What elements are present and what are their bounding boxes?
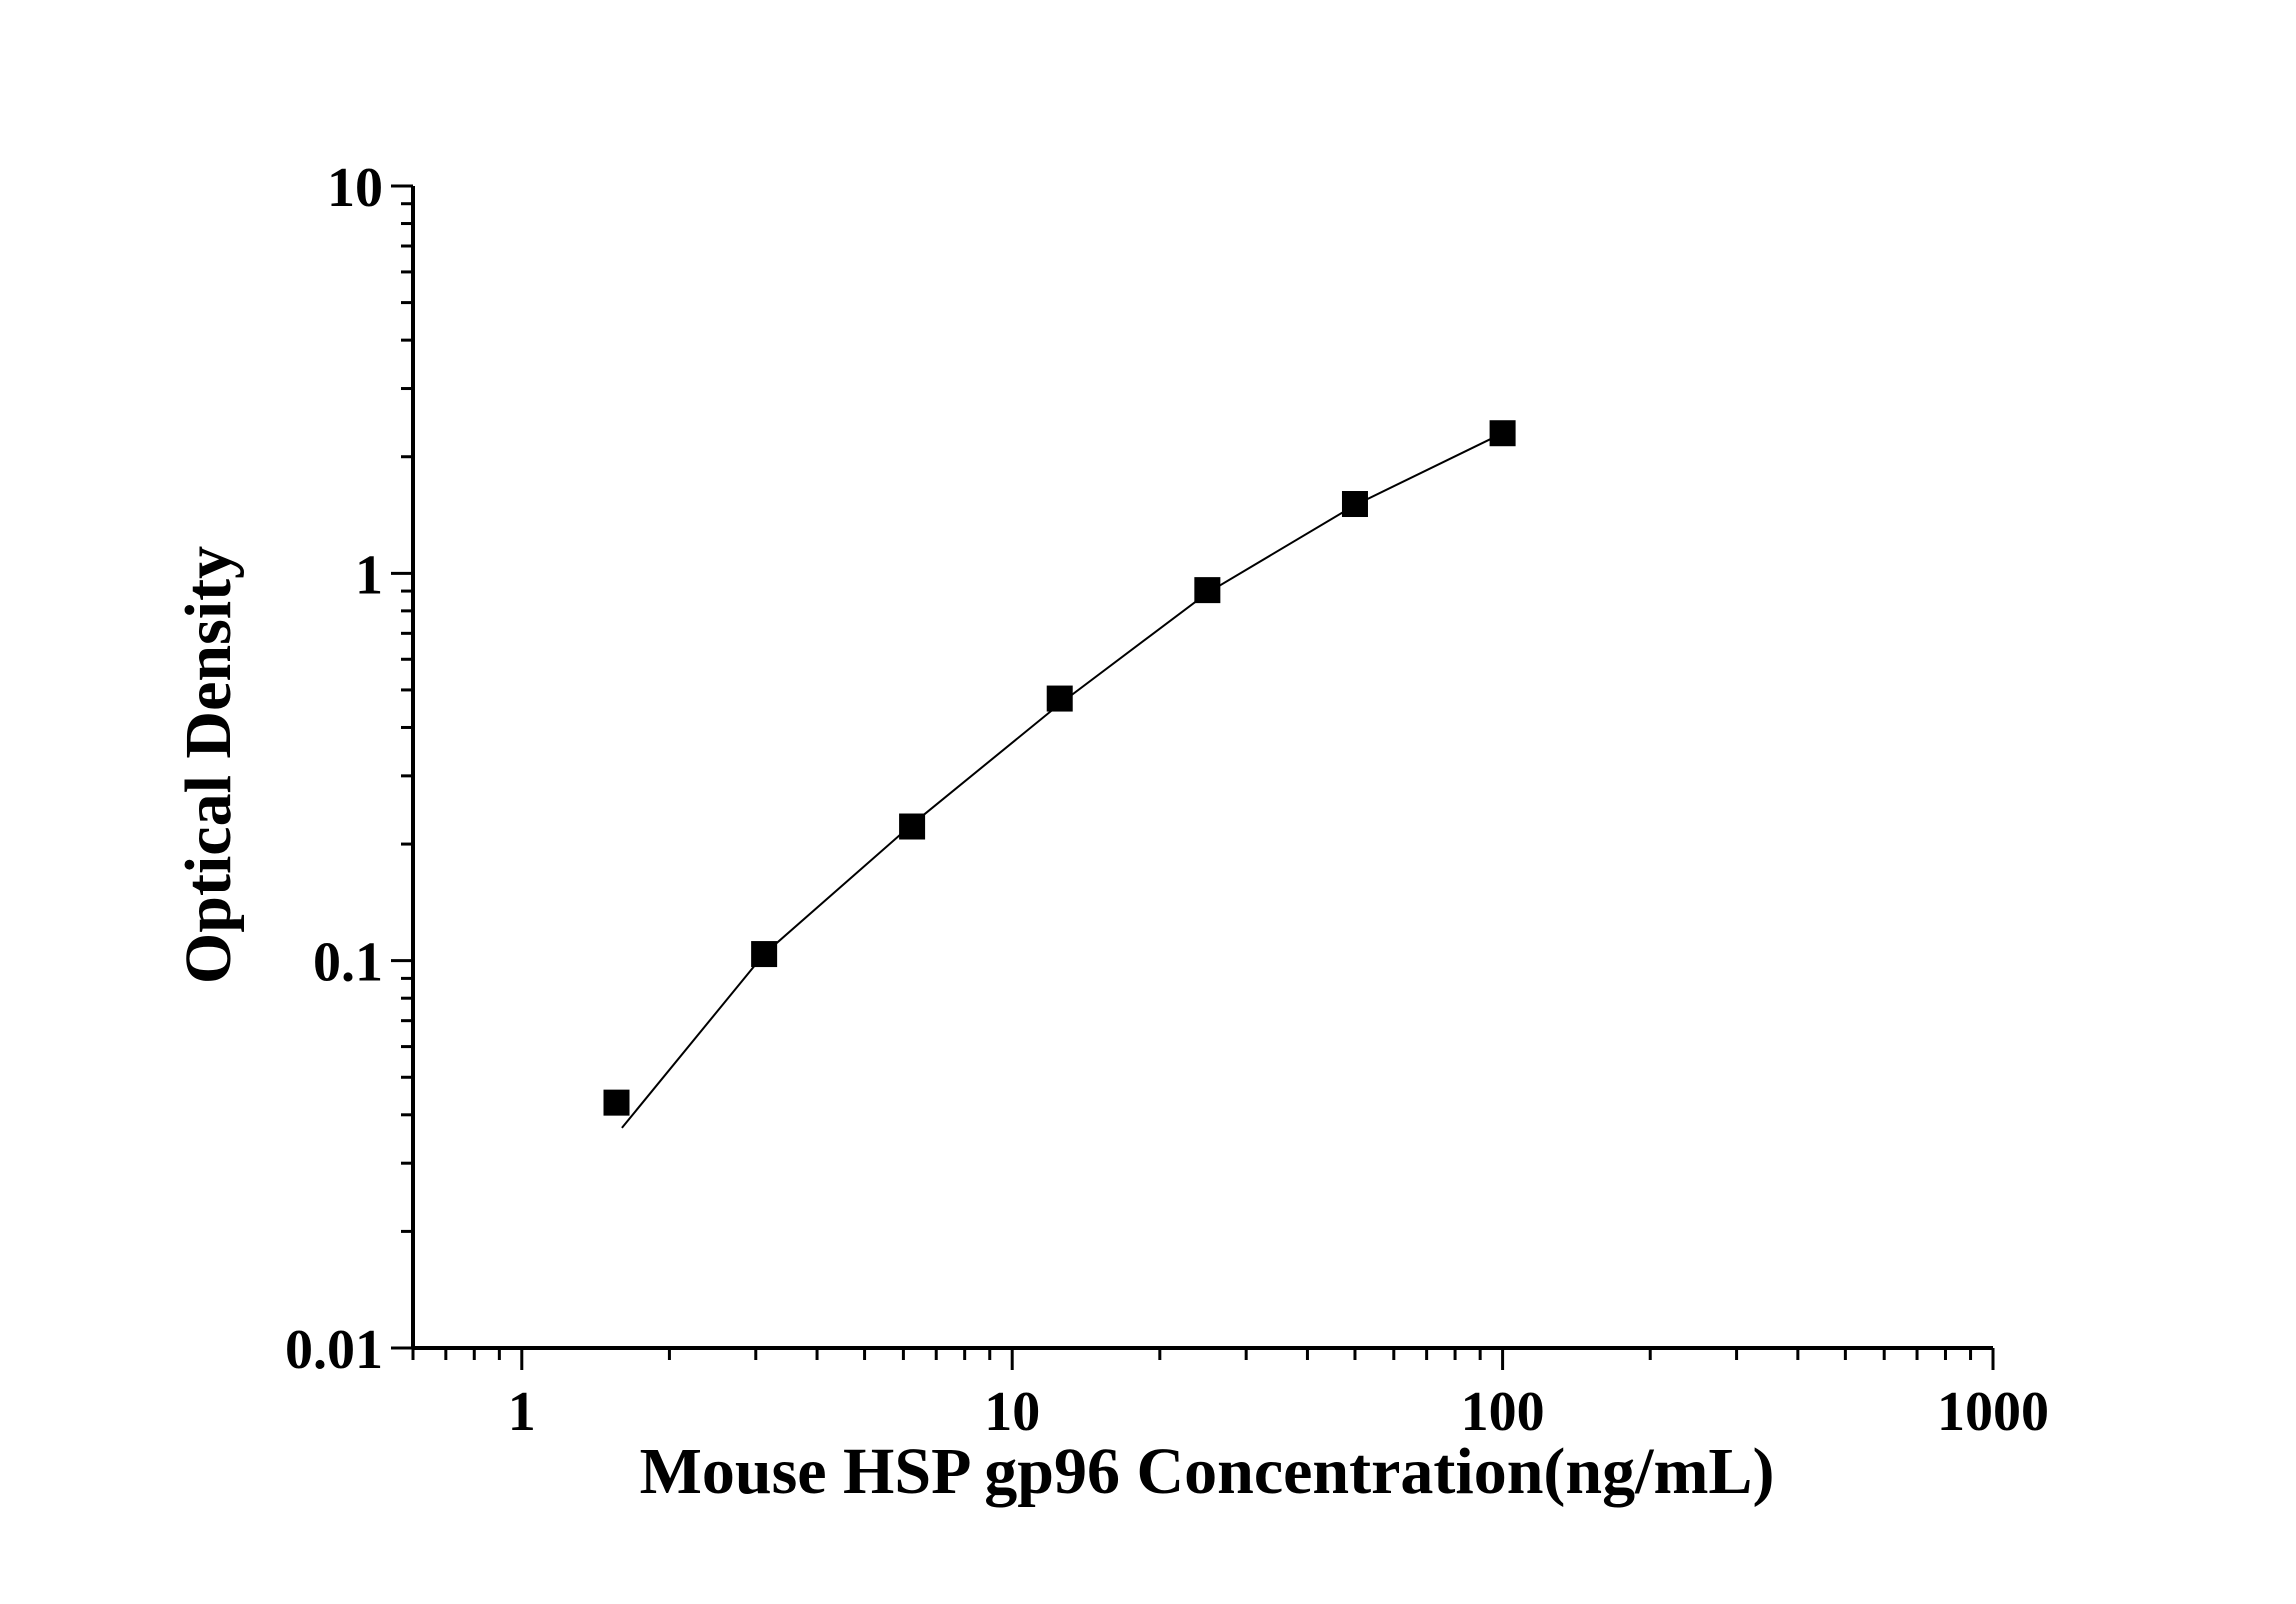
tick-labels: 1 10 100 1000 0.01 0.1 1 10 <box>285 157 2049 1443</box>
data-point <box>899 813 926 840</box>
data-point <box>751 941 778 968</box>
data-point <box>1194 577 1221 604</box>
y-tick-label: 1 <box>355 544 383 606</box>
data-point <box>1046 685 1073 712</box>
data-point <box>1489 420 1516 447</box>
x-axis-title: Mouse HSP gp96 Concentration(ng/mL) <box>640 1435 1775 1508</box>
ticks <box>391 184 1995 1370</box>
x-tick-label: 10 <box>984 1381 1040 1443</box>
y-tick-label: 0.01 <box>285 1319 383 1381</box>
axes <box>411 186 1993 1350</box>
y-axis-title: Optical Density <box>172 546 245 984</box>
y-tick-label: 10 <box>327 157 383 219</box>
x-tick-label: 1000 <box>1937 1381 2049 1443</box>
data-point <box>603 1089 630 1116</box>
y-tick-label: 0.1 <box>313 932 383 994</box>
x-tick-label: 100 <box>1461 1381 1545 1443</box>
data-point <box>1341 491 1368 518</box>
fit-curve <box>621 432 1504 1129</box>
fit-curve-group <box>621 432 1504 1129</box>
data-points <box>603 420 1516 1116</box>
x-tick-label: 1 <box>508 1381 536 1443</box>
